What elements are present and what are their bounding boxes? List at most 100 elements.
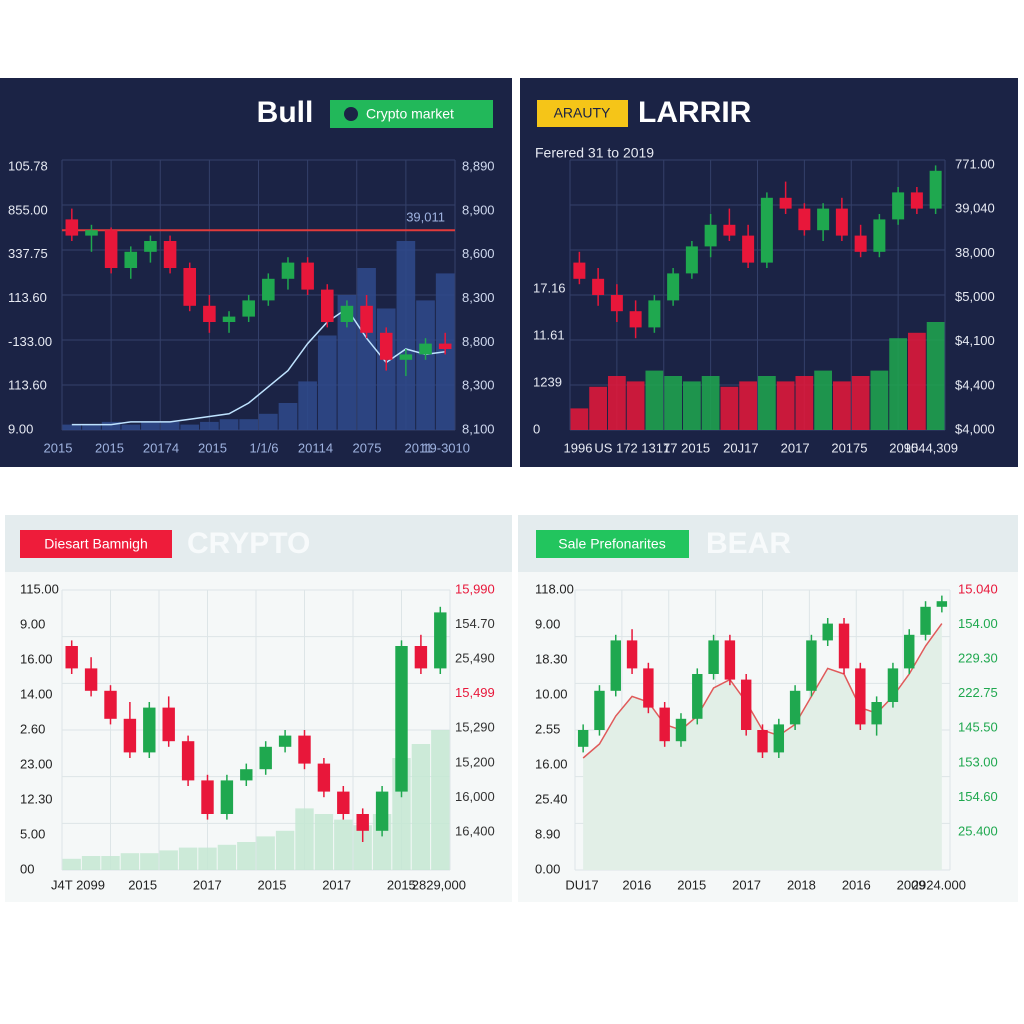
- candle-body: [143, 707, 156, 753]
- x-tick-label: 1/1/6: [250, 440, 279, 455]
- x-tick-label: 20174: [143, 440, 179, 455]
- y-tick-label: 00: [20, 861, 34, 876]
- y2-tick-label: 25,490: [455, 651, 495, 666]
- volume-bar: [851, 376, 870, 430]
- candle-body: [724, 640, 736, 680]
- volume-bar: [357, 268, 376, 430]
- candle-body: [594, 690, 605, 730]
- candle-body: [873, 219, 886, 252]
- candle-body: [375, 791, 389, 831]
- y2-tick-label: 8,300: [462, 290, 495, 305]
- y-tick-label: 113.60: [8, 290, 47, 305]
- volume-bar: [337, 295, 357, 430]
- volume-bar: [121, 424, 141, 430]
- candle-body: [298, 735, 311, 764]
- candle-body: [817, 208, 830, 231]
- volume-bar: [101, 856, 120, 870]
- x-tick-label: US 172 1317: [594, 440, 670, 455]
- volume-bar: [180, 424, 200, 430]
- volume-bar: [200, 421, 219, 430]
- x-tick-label: 19-3010: [422, 440, 470, 455]
- y-tick-label: 18.30: [535, 651, 568, 666]
- title: BEAR: [706, 527, 791, 560]
- volume-bar: [431, 730, 450, 870]
- y-tick-label: 10.00: [535, 686, 568, 701]
- volume-bar: [720, 386, 739, 430]
- badge-icon: [344, 107, 358, 121]
- y-tick-label: 9.00: [535, 616, 560, 631]
- volume-bar: [239, 419, 258, 430]
- volume-bar: [120, 853, 140, 870]
- candle-body: [936, 601, 948, 607]
- y-tick-label: 16.00: [20, 651, 53, 666]
- y2-tick-label: 15,990: [455, 581, 495, 596]
- badge: [20, 530, 172, 558]
- candle-body: [414, 646, 428, 669]
- candle-body: [806, 640, 817, 691]
- volume-bar: [141, 421, 160, 430]
- badge-text: Diesart Bamnigh: [44, 536, 148, 552]
- candle-body: [692, 674, 703, 719]
- candle-body: [222, 316, 236, 322]
- y-tick-label: 25.40: [535, 791, 568, 806]
- volume-bar: [814, 370, 832, 430]
- volume-bar: [81, 856, 101, 870]
- x-tick-label: 2017: [322, 877, 351, 892]
- candle-body: [573, 262, 586, 279]
- volume-bar: [739, 381, 757, 430]
- y-tick-label: 11.61: [533, 327, 565, 342]
- volume-bar: [140, 853, 159, 870]
- candle-body: [65, 646, 78, 669]
- y2-tick-label: 154.60: [958, 789, 998, 804]
- x-tick-label: 20114: [298, 440, 333, 455]
- candle-body: [675, 718, 687, 742]
- title: LARRIR: [638, 96, 752, 129]
- y2-tick-label: 15,499: [455, 685, 495, 700]
- volume-bar: [758, 376, 776, 430]
- y2-tick-label: 154.70: [455, 616, 495, 631]
- x-tick-label: 2015: [889, 440, 918, 455]
- candle-body: [855, 668, 866, 725]
- candle-body: [892, 192, 905, 220]
- candle-body: [740, 679, 752, 730]
- badge: [537, 100, 628, 127]
- x-tick-label: 2009: [897, 877, 926, 892]
- volume-bar: [416, 300, 435, 430]
- volume-bar: [776, 381, 795, 430]
- x-tick-label: 2015: [95, 440, 124, 455]
- y-tick-label: 0.00: [535, 861, 560, 876]
- x-tick-label: 1996: [564, 440, 593, 455]
- volume-bar: [198, 847, 217, 870]
- y2-tick-label: 15,290: [455, 720, 495, 735]
- candle-body: [144, 241, 157, 252]
- volume-bar: [589, 386, 607, 430]
- volume-bar: [256, 836, 275, 870]
- volume-bar: [217, 844, 237, 870]
- candle-body: [399, 354, 413, 360]
- candle-body: [434, 612, 447, 669]
- subtitle: Ferered 31 to 2019: [535, 145, 654, 161]
- y2-tick-label: 8,300: [462, 378, 495, 393]
- y2-tick-label: 222.75: [958, 685, 998, 700]
- x-tick-label: 2017: [781, 440, 810, 455]
- candle-body: [301, 262, 314, 290]
- candle-body: [643, 668, 654, 708]
- volume-bar: [259, 413, 278, 430]
- candle-body: [104, 690, 117, 719]
- volume-bar: [278, 403, 298, 430]
- y2-tick-label: $4,400: [955, 377, 995, 392]
- x-tick-label: 2015: [677, 877, 706, 892]
- volume-bar: [795, 376, 814, 430]
- y2-tick-label: 8,900: [462, 202, 495, 217]
- volume-bar: [411, 744, 431, 870]
- y2-tick-label: 39,040: [955, 201, 995, 216]
- y2-tick-label: 153.00: [958, 754, 998, 769]
- candle-body: [910, 192, 923, 209]
- volume-bar: [101, 421, 121, 430]
- y2-tick-label: 15,200: [455, 754, 495, 769]
- y-tick-label: 16.00: [535, 756, 568, 771]
- candle-body: [871, 702, 882, 725]
- x-tick-label: 2016: [622, 877, 651, 892]
- y2-tick-label: 8,800: [462, 334, 495, 349]
- candle-body: [419, 343, 432, 355]
